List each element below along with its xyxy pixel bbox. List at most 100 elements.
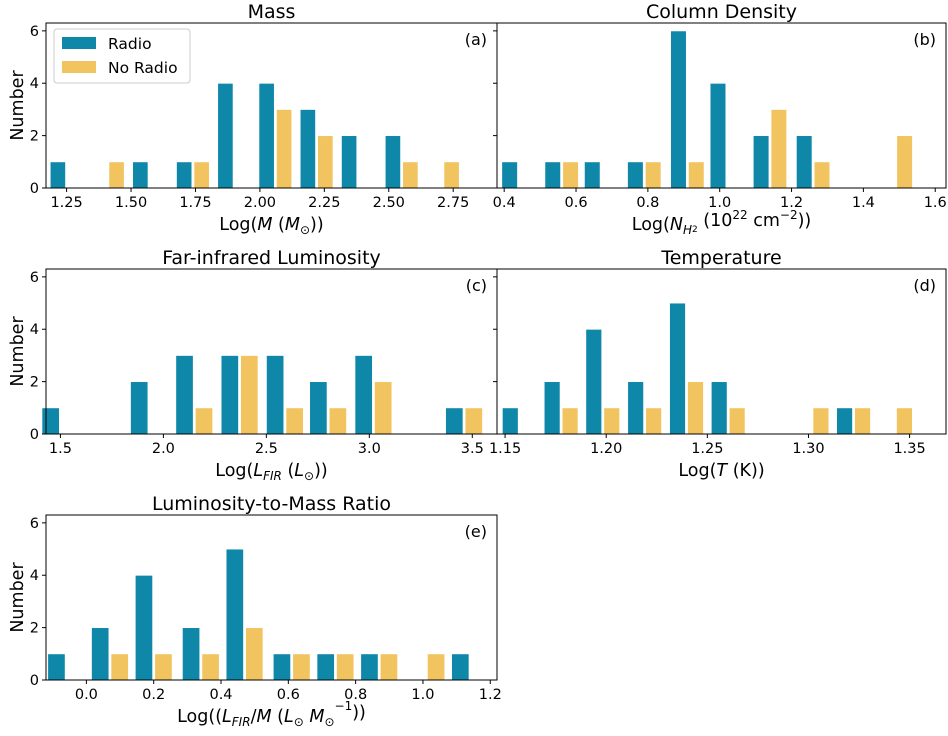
x-tick-label: 0.0 — [75, 687, 98, 703]
y-axis-label: Number — [8, 70, 28, 141]
bar-radio — [299, 109, 317, 189]
bar-radio — [130, 381, 149, 435]
x-tick-label: 1.25 — [691, 441, 723, 457]
x-tick-label: 1.2 — [479, 687, 502, 703]
bar-no-radio — [108, 161, 125, 189]
bar-radio — [132, 161, 149, 189]
x-axis-label: Log(NH2 (1022 cm−2)) — [632, 208, 812, 237]
bar-no-radio — [561, 407, 579, 435]
y-tick-label: 6 — [30, 24, 39, 40]
bar-radio — [670, 30, 687, 189]
bar-radio — [176, 161, 193, 189]
bar-no-radio — [645, 407, 663, 435]
legend-swatch-radio — [62, 37, 96, 49]
bar-no-radio — [812, 407, 830, 435]
bar-no-radio — [687, 161, 705, 189]
bar-no-radio — [770, 109, 788, 189]
bar-no-radio — [854, 407, 871, 435]
x-tick-label: 1.25 — [50, 195, 82, 211]
x-tick-label: 1.0 — [708, 195, 731, 211]
bar-no-radio — [275, 109, 293, 189]
bar-no-radio — [374, 381, 393, 435]
bar-radio — [445, 407, 464, 435]
bar-radio — [384, 135, 402, 189]
bar-radio — [49, 161, 67, 189]
bar-radio — [709, 82, 727, 189]
x-tick-label: 1.2 — [780, 195, 803, 211]
x-tick-label: 0.6 — [564, 195, 587, 211]
x-axis-label: Log(M (M⊙)) — [219, 215, 323, 237]
panel-b: 0.4 0.6 0.8 1.0 1.2 1.4 1.6 Column Density (b) Lo… — [493, 1, 947, 237]
y-tick-label: 4 — [30, 322, 39, 338]
bar-no-radio — [379, 653, 399, 681]
panel-d: 1.15 1.20 1.25 1.30 1.35 Temperature (d) Log(T … — [489, 247, 947, 481]
panel-title: Far-infrared Luminosity — [162, 247, 381, 269]
x-tick-label: 1.0 — [411, 687, 434, 703]
bar-no-radio — [245, 627, 264, 681]
bar-radio — [501, 161, 518, 189]
panel-letter: (b) — [913, 30, 936, 49]
bar-no-radio — [201, 653, 220, 681]
x-tick-label: 2.25 — [308, 195, 340, 211]
bar-radio — [340, 135, 358, 189]
bar-radio — [752, 135, 770, 189]
x-tick-label: 0.2 — [142, 687, 165, 703]
x-tick-label: 1.75 — [179, 195, 211, 211]
bar-no-radio — [896, 135, 913, 189]
bar-no-radio — [896, 407, 913, 435]
panel-c: 0 2 4 6 1.5 2.0 2.5 3.0 3.5 Far-infrared Luminosi… — [8, 247, 498, 483]
bar-no-radio — [813, 161, 831, 189]
bar-no-radio — [292, 653, 311, 681]
panel-title: Temperature — [660, 247, 781, 269]
legend-label-radio: Radio — [108, 35, 152, 53]
bar-no-radio — [336, 653, 355, 681]
legend: Radio No Radio — [53, 28, 191, 84]
x-tick-label: 1.6 — [924, 195, 947, 211]
panel-letter: (c) — [466, 276, 487, 295]
bar-radio — [360, 653, 379, 681]
bar-radio — [795, 135, 813, 189]
bar-radio — [583, 161, 601, 189]
bar-no-radio — [687, 381, 704, 435]
y-tick-label: 2 — [30, 129, 39, 145]
bar-radio — [217, 82, 234, 189]
bar-radio — [451, 653, 470, 681]
panel-letter: (e) — [465, 522, 487, 541]
bar-no-radio — [402, 161, 419, 189]
bar-no-radio — [562, 161, 579, 189]
y-tick-label: 0 — [30, 673, 39, 689]
bar-radio — [272, 653, 292, 681]
bar-radio — [220, 355, 239, 435]
x-axis-label: Log(T (K)) — [678, 461, 764, 481]
y-tick-label: 6 — [30, 270, 39, 286]
x-axis-label: Log(LFIR (L⊙)) — [215, 461, 327, 483]
x-tick-label: 2.00 — [244, 195, 276, 211]
panel-a: 0 2 4 6 1.25 1.50 1.75 2.00 2.25 2.50 2.75 Mass (a) N… — [8, 1, 498, 237]
x-tick-label: 2.75 — [437, 195, 469, 211]
bar-radio — [309, 381, 328, 435]
y-tick-label: 6 — [30, 516, 39, 532]
axes-frame — [45, 514, 498, 681]
x-tick-label: 1.5 — [49, 441, 72, 457]
bar-radio — [501, 407, 519, 435]
panel-title: Luminosity-to-Mass Ratio — [152, 493, 391, 515]
bar-no-radio — [194, 407, 214, 435]
bar-radio — [585, 328, 603, 435]
axes-frame — [496, 22, 947, 189]
bar-no-radio — [426, 653, 446, 681]
bar-radio — [258, 82, 275, 189]
bar-radio — [627, 161, 644, 189]
y-tick-label: 2 — [30, 621, 39, 637]
bar-no-radio — [285, 407, 304, 435]
x-tick-label: 1.4 — [852, 195, 875, 211]
x-tick-label: 1.20 — [590, 441, 622, 457]
x-tick-label: 2.5 — [255, 441, 278, 457]
x-tick-label: 1.50 — [115, 195, 147, 211]
bar-no-radio — [193, 161, 210, 189]
bar-radio — [265, 355, 285, 435]
panel-title: Mass — [248, 1, 296, 23]
bar-no-radio — [154, 653, 173, 681]
bar-radio — [47, 653, 66, 681]
bar-radio — [354, 355, 373, 435]
